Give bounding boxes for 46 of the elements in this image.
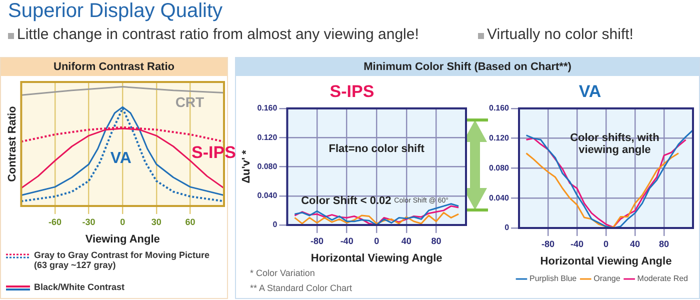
annotation: Color shifts, with viewing angle xyxy=(569,132,660,156)
x-tick-label: 0 xyxy=(374,236,380,246)
x-axis-title: Horizontal Viewing Angle xyxy=(540,255,672,268)
x-axis-title: Viewing Angle xyxy=(85,233,160,246)
x-tick-label: 0 xyxy=(120,216,126,227)
legend-label: Moderate Red xyxy=(637,274,688,284)
text: * Color Variation xyxy=(250,268,315,278)
text: Superior Display Quality xyxy=(8,0,223,23)
y-tick-label: 0.160 xyxy=(488,104,510,113)
text: Black/White Contrast xyxy=(34,282,125,292)
legend-label: Purplish Blue xyxy=(529,274,578,284)
legend-label: Orange xyxy=(594,274,621,284)
annotation: Flat=no color shift xyxy=(328,143,426,156)
text: Gray to Gray Contrast for Moving Picture (63 gray ~127 gray) xyxy=(34,250,211,270)
text: ** A Standard Color Chart xyxy=(250,283,352,293)
text: Virtually no color shift! xyxy=(487,26,634,43)
y-tick-label: 0.040 xyxy=(257,191,278,200)
x-tick-label: 30 xyxy=(151,216,162,227)
y-tick-label: 0.080 xyxy=(257,162,278,171)
x-tick-label: 0 xyxy=(604,238,609,249)
y-tick-label: 0.120 xyxy=(488,134,510,143)
x-tick-label: -40 xyxy=(340,236,354,246)
chart-title: S-IPS xyxy=(330,82,374,101)
x-tick-label: -80 xyxy=(542,238,555,249)
x-tick-label: -40 xyxy=(570,238,584,249)
text: Little change in contrast ratio from almost any viewing angle! xyxy=(17,26,419,43)
y-axis-title: Contrast Ratio xyxy=(6,106,19,182)
x-tick-label: -30 xyxy=(82,216,96,227)
series-label: VA xyxy=(110,150,132,168)
x-tick-label: 80 xyxy=(658,238,670,249)
x-tick-label: 80 xyxy=(431,236,442,246)
x-tick-label: 60 xyxy=(185,216,196,227)
annotation: Color Shift < 0.02 xyxy=(301,194,392,207)
chart-title: VA xyxy=(578,82,602,101)
x-tick-label: 40 xyxy=(630,238,640,249)
y-tick-label: 0.040 xyxy=(488,193,510,202)
y-tick-label: 0.120 xyxy=(257,132,278,142)
x-tick-label: 40 xyxy=(401,236,412,246)
chart-title: Uniform Contrast Ratio xyxy=(1,58,227,76)
x-axis-title: Horizontal Viewing Angle xyxy=(310,252,442,264)
x-tick-label: -80 xyxy=(310,236,324,246)
y-tick-label: 0.080 xyxy=(488,163,510,172)
y-tick-label: 0.160 xyxy=(257,104,278,113)
text: Minimum Color Shift (Based on Chart**) xyxy=(236,58,699,76)
y-axis-title: Δu'v' * xyxy=(240,149,253,184)
x-tick-label: -60 xyxy=(48,216,62,227)
